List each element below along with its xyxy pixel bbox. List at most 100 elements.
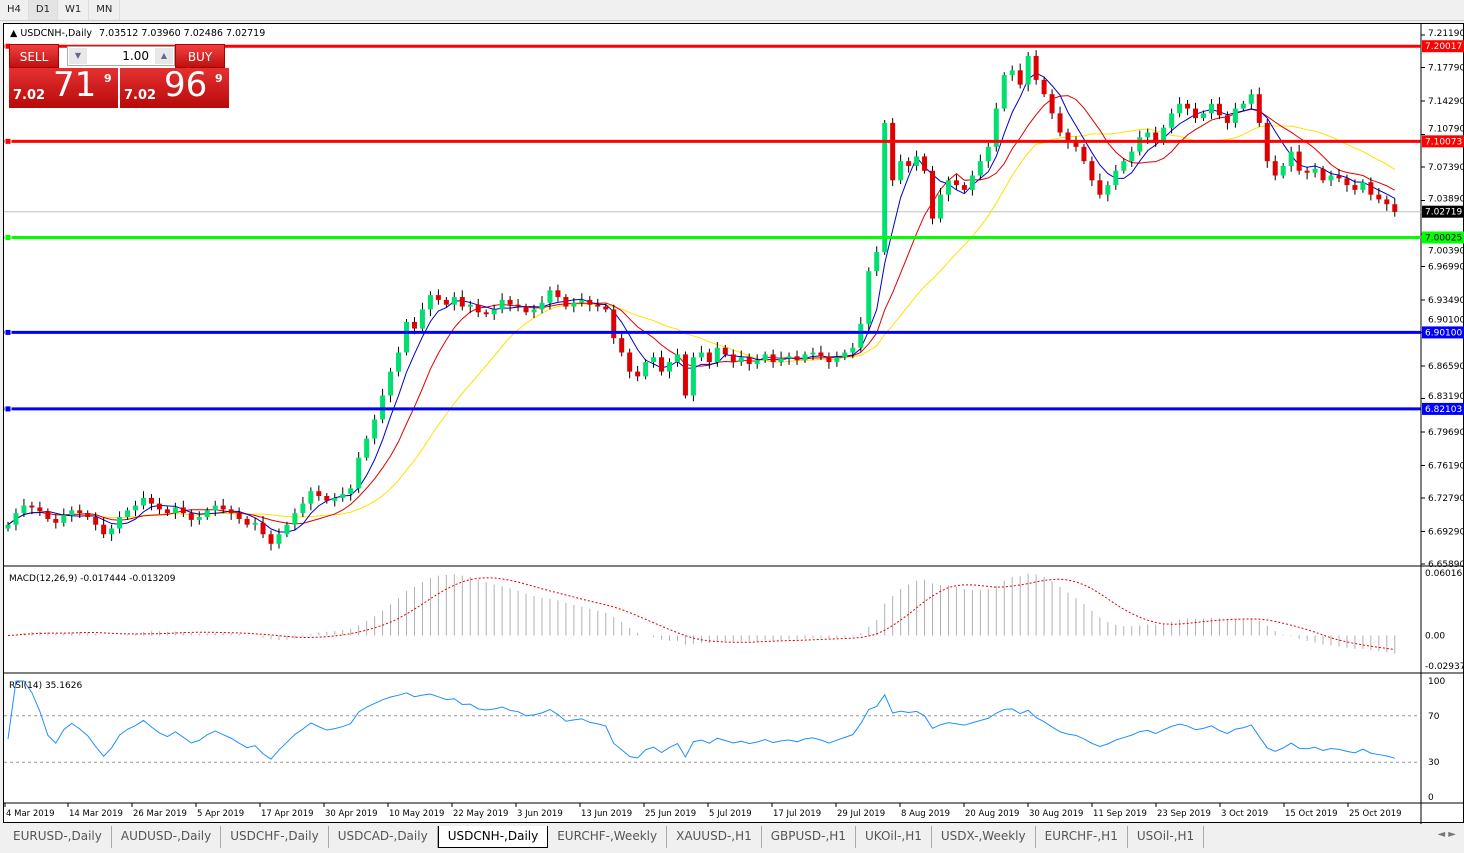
price-tick-label: 7.14290 [1428, 97, 1464, 107]
candle [404, 319, 409, 356]
lot-size-input[interactable]: ▼ 1.00 ▲ [67, 46, 175, 66]
candle-body [523, 306, 529, 313]
chart-tab[interactable]: USDX-,Weekly [931, 826, 1036, 848]
chart-tab[interactable]: XAUUSD-,H1 [667, 826, 762, 848]
timeframe-d1[interactable]: D1 [28, 0, 58, 20]
candle-body [467, 304, 473, 307]
level-price-marker [1422, 326, 1464, 339]
candle [1304, 166, 1310, 180]
candle-body [682, 354, 688, 396]
chart-tab[interactable]: GBPUSD-,H1 [761, 826, 856, 848]
collapse-triangle-icon[interactable]: ▲ [10, 28, 18, 39]
timeframe-mn[interactable]: MN [89, 0, 121, 20]
chart-tab[interactable]: USDCAD-,Daily [328, 826, 438, 848]
candle [834, 351, 840, 367]
candle-body [1073, 142, 1079, 147]
candle-body [898, 161, 904, 181]
candle-body [5, 524, 11, 529]
candle-body [69, 510, 75, 516]
candle [1017, 63, 1023, 89]
candle [1392, 198, 1398, 217]
candle-body [1081, 146, 1087, 162]
candle [332, 493, 338, 507]
level-price-marker [1422, 135, 1464, 148]
buy-price[interactable]: 7.02 96 9 [120, 68, 229, 108]
candle-body [1089, 161, 1095, 181]
candle-body [411, 321, 417, 329]
chart-canvas[interactable]: 7.21190 7.17790 7.14290 7.10790 7.07390 7.038… [4, 24, 1464, 824]
chart-tab[interactable]: EURCHF-,Weekly [548, 826, 668, 848]
sell-button[interactable]: SELL [9, 44, 59, 68]
candle [196, 511, 202, 525]
rsi-tick-label: 0 [1428, 793, 1434, 803]
candle [690, 352, 696, 402]
candle [914, 150, 920, 171]
candle-body [961, 185, 967, 190]
chart-tab[interactable]: USDCNH-,Daily [437, 826, 549, 848]
candle-body [21, 505, 27, 514]
level-handle [4, 328, 12, 336]
chart-window[interactable]: 7.21190 7.17790 7.14290 7.10790 7.07390 7.038… [3, 23, 1464, 824]
candle [985, 143, 991, 168]
candle [898, 154, 904, 185]
candle-body [977, 161, 983, 176]
candle-body [1296, 151, 1302, 171]
candle-body [483, 312, 489, 315]
candle [467, 300, 473, 314]
candle-body [1161, 127, 1167, 143]
date-label: 5 Jul 2019 [709, 809, 752, 819]
chart-tab[interactable]: EURUSD-,Daily [4, 826, 112, 848]
chart-tab[interactable]: USOil-,H1 [1127, 826, 1205, 848]
candle [1073, 136, 1079, 152]
candle-body [706, 352, 712, 363]
candle-body [627, 352, 633, 372]
timeframe-h4[interactable]: H4 [0, 0, 29, 20]
candle [682, 351, 688, 399]
tab-scroll-arrows-icon[interactable]: ◄ ► [1437, 829, 1456, 840]
candle [1001, 72, 1007, 112]
candle-body [204, 510, 210, 518]
price-tick-label: 7.10790 [1428, 124, 1464, 134]
candle-body [53, 518, 59, 523]
candle [993, 102, 999, 152]
date-label: 5 Apr 2019 [197, 809, 244, 819]
candle-body [1208, 103, 1214, 114]
candle-body [1001, 75, 1007, 109]
candle-body [1272, 161, 1278, 176]
candle [890, 118, 896, 187]
candle [571, 297, 577, 313]
candle-body [443, 299, 449, 305]
candle [1065, 128, 1071, 149]
candle-body [786, 356, 792, 359]
candle-body [284, 524, 290, 535]
candle-body [579, 299, 585, 303]
candle [922, 153, 928, 174]
increase-lot-icon[interactable]: ▲ [155, 48, 173, 64]
candle-body [1025, 55, 1031, 85]
candle-body [133, 505, 139, 511]
chart-tab[interactable]: UKOil-,H1 [855, 826, 932, 848]
candle [1185, 99, 1191, 116]
chart-tab[interactable]: AUDUSD-,Daily [111, 826, 222, 848]
chart-tab[interactable]: USDCHF-,Daily [221, 826, 329, 848]
buy-button[interactable]: BUY [175, 44, 225, 68]
candle-body [316, 491, 322, 496]
candle [547, 286, 553, 310]
candle-body [324, 495, 330, 501]
lot-value[interactable]: 1.00 [122, 49, 149, 63]
sell-price[interactable]: 7.02 71 9 [9, 68, 118, 108]
candle [603, 303, 609, 313]
price-tick-label: 7.07390 [1428, 163, 1464, 173]
candle-body [93, 517, 99, 525]
candle [1328, 170, 1334, 187]
timeframe-w1[interactable]: W1 [58, 0, 90, 20]
chart-tab[interactable]: EURCHF-,H1 [1035, 826, 1128, 848]
candle [499, 293, 505, 314]
candle-body [1185, 103, 1191, 109]
candle-body [1105, 185, 1111, 195]
candle-body [674, 354, 680, 363]
candle [125, 507, 131, 520]
candle [1296, 144, 1302, 175]
decrease-lot-icon[interactable]: ▼ [69, 48, 87, 64]
candle [953, 174, 959, 190]
